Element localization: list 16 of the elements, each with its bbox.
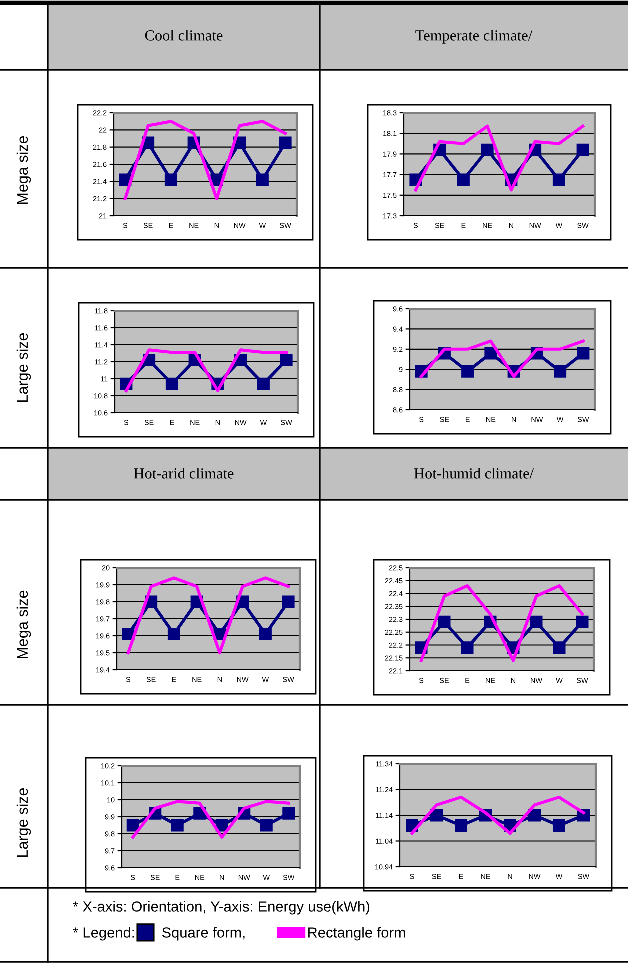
y-axis-title: Large size: [16, 333, 32, 402]
chart-title: Hot-humid climate/: [414, 468, 534, 479]
line-series: [132, 800, 290, 839]
legend-label: Square form,: [162, 927, 245, 941]
line-series: [414, 124, 585, 192]
chart-title: Temperate climate/: [416, 30, 533, 44]
y-axis-title: Large size: [16, 788, 32, 857]
chart-title: Cool climate: [145, 30, 223, 41]
legend-title: * Legend:: [73, 927, 134, 941]
y-axis-title: Mega size: [16, 590, 32, 659]
line-series: [420, 584, 584, 662]
chart-title: Hot-arid climate: [134, 468, 234, 479]
y-axis-title: Mega size: [16, 136, 32, 204]
legend-label: Rectangle form: [308, 927, 406, 941]
line-series: [124, 120, 288, 200]
text: * X-axis: Orientation, Y-axis: Energy use(kWh): [73, 901, 370, 915]
